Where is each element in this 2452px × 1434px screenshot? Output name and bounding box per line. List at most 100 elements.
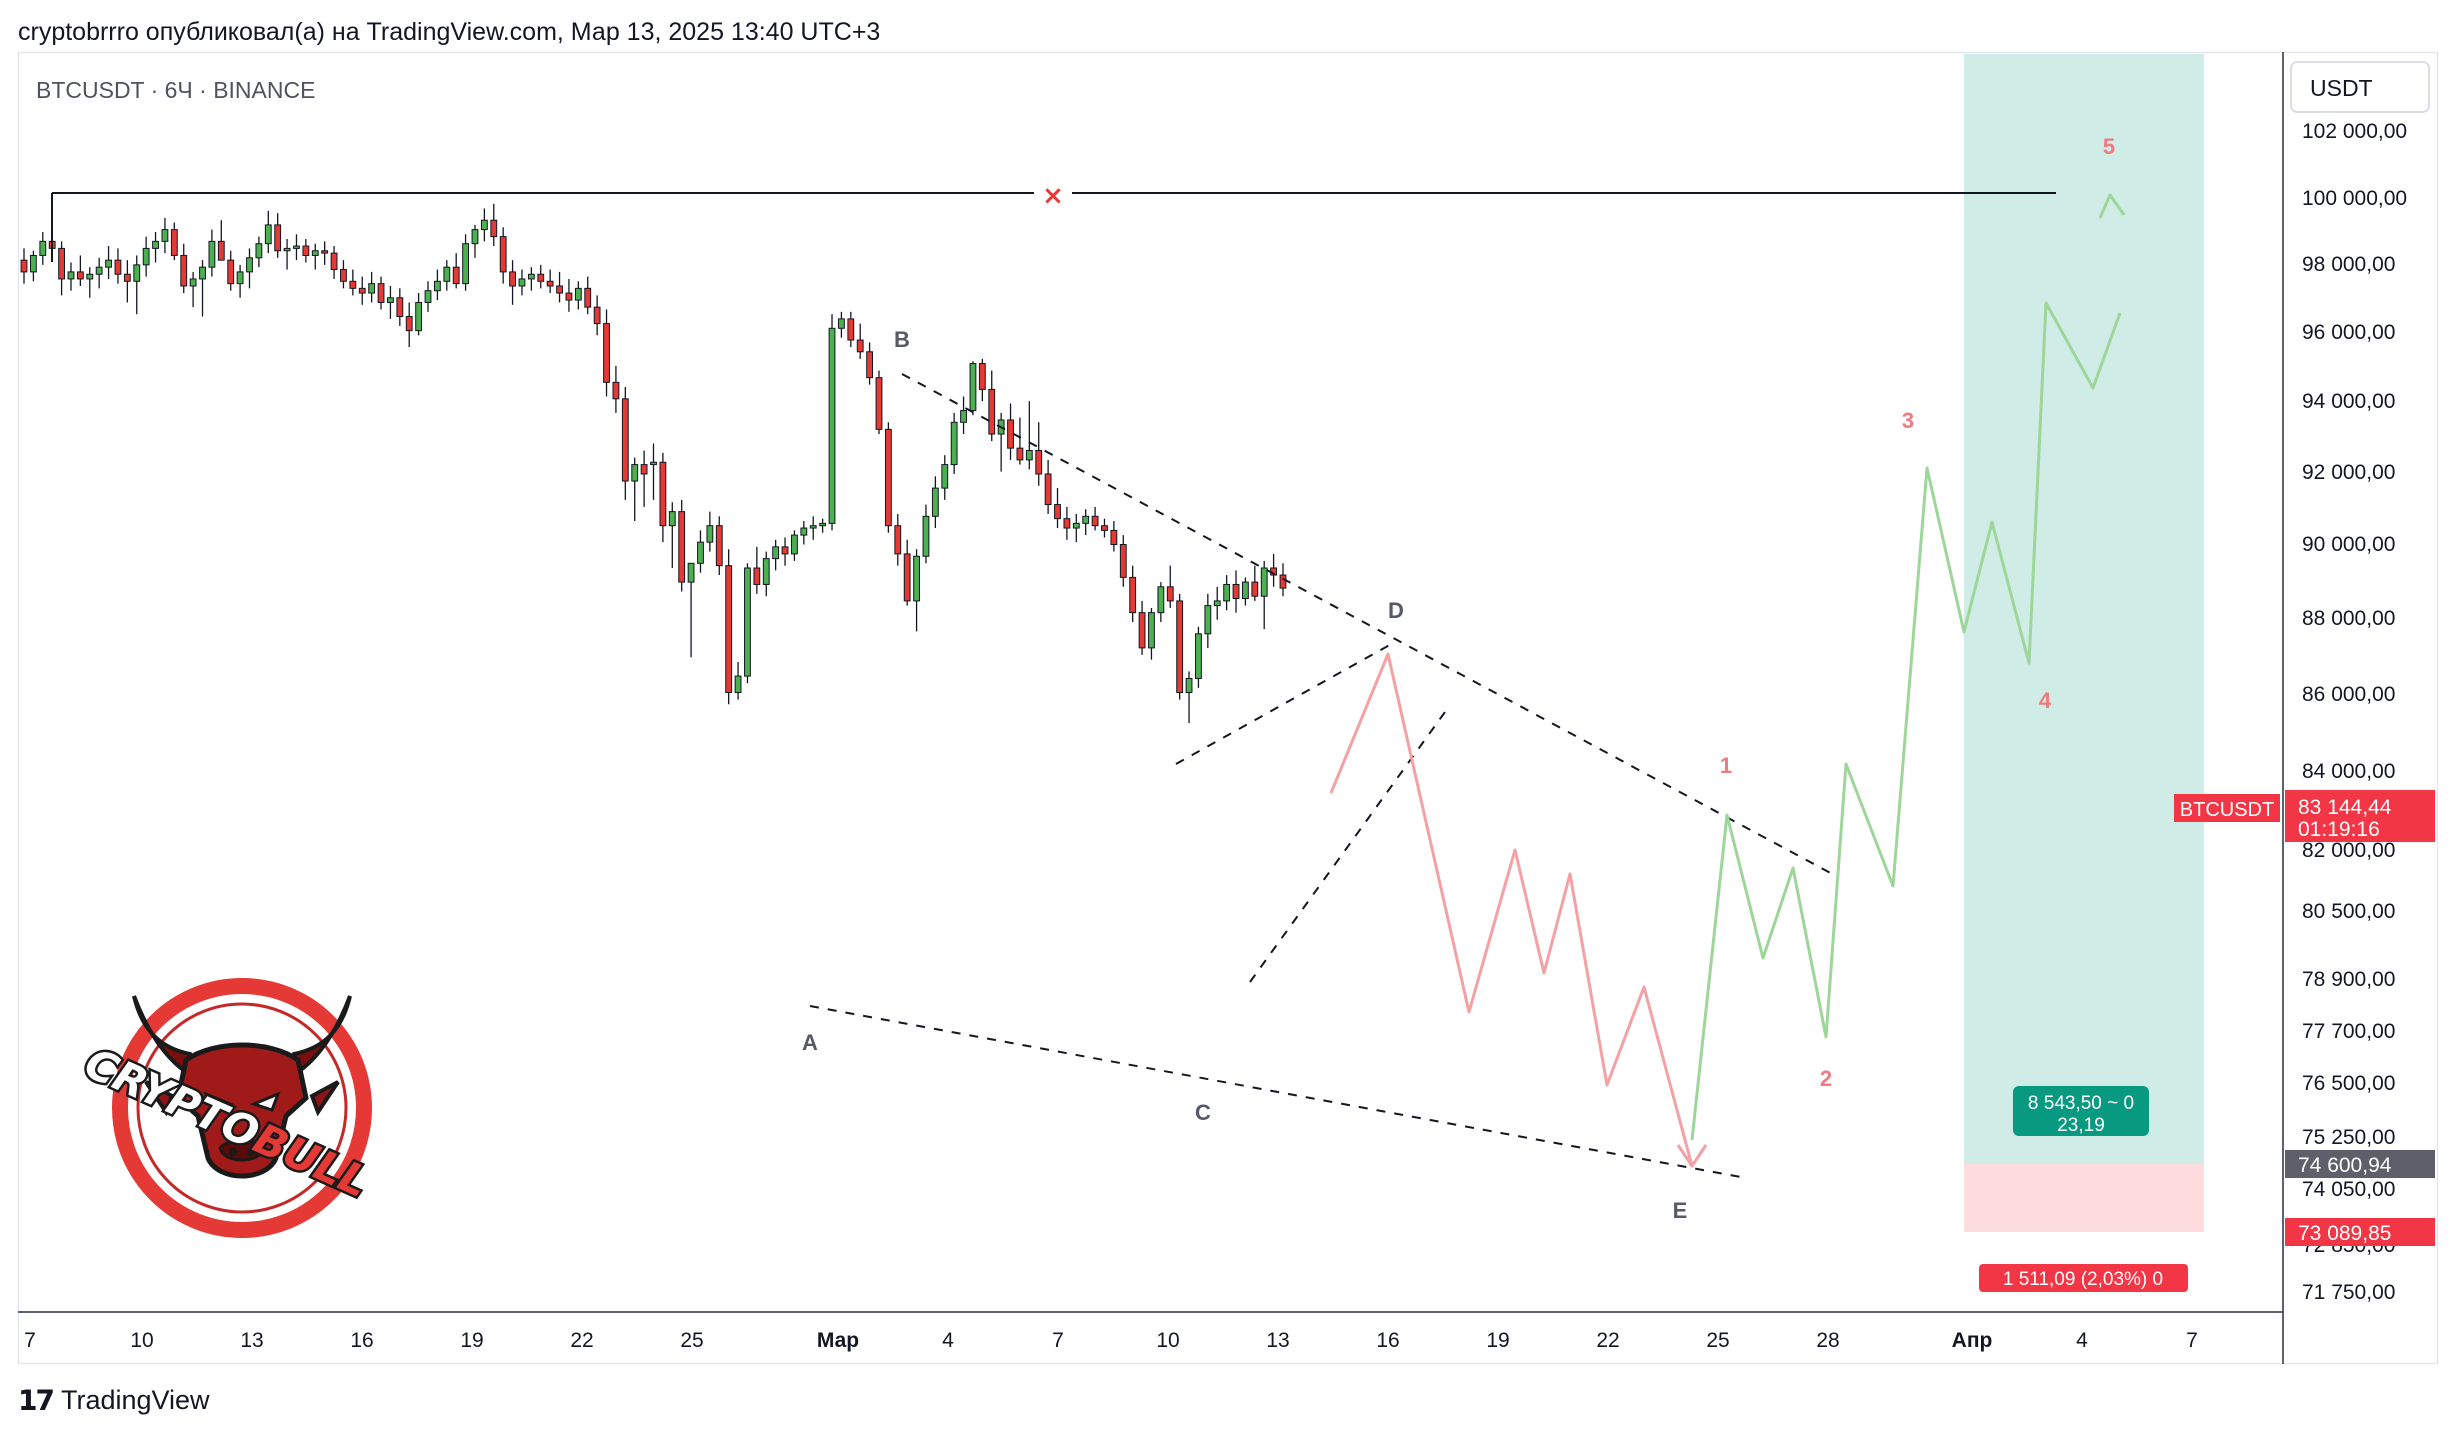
candle <box>1044 459 1052 514</box>
candle <box>1063 506 1071 540</box>
y-tick-label: 75 250,00 <box>2302 1126 2395 1149</box>
y-tick-label: 71 750,00 <box>2302 1281 2395 1304</box>
y-tick-label: 86 000,00 <box>2302 683 2395 706</box>
candle <box>405 302 413 348</box>
resistance-line[interactable]: × <box>51 181 2056 262</box>
stop-info-label[interactable]: 1 511,09 (2,03%) 0 <box>1979 1264 2188 1292</box>
chart-frame <box>18 52 2438 1364</box>
wave-label-4: 4 <box>2039 688 2052 713</box>
candle <box>274 213 282 258</box>
candle <box>960 396 967 435</box>
candle <box>340 260 347 289</box>
invalidation-x-icon: × <box>1042 181 1064 211</box>
x-tick-label: 25 <box>680 1329 703 1352</box>
candle <box>368 271 376 303</box>
candle <box>1185 671 1193 724</box>
candle <box>527 267 535 291</box>
candle <box>1223 575 1231 611</box>
x-tick-label: 10 <box>130 1329 153 1352</box>
candle <box>678 499 686 592</box>
candle <box>95 257 103 289</box>
x-tick-label: 10 <box>1156 1329 1179 1352</box>
footer-brand[interactable]: 𝟭𝟳 TradingView <box>18 1384 210 1417</box>
tradingview-logo-icon: 𝟭𝟳 <box>18 1385 55 1416</box>
candle <box>20 248 28 284</box>
wave-label-d: D <box>1388 598 1404 623</box>
candle <box>1157 582 1165 623</box>
candle <box>950 412 958 474</box>
candle <box>283 239 291 270</box>
candle <box>1242 577 1249 606</box>
last-price-value: 83 144,44 <box>2298 796 2392 819</box>
inner-upper-line <box>1175 641 1396 765</box>
candle <box>744 563 751 684</box>
candle <box>875 370 883 435</box>
candle <box>311 243 319 270</box>
candle <box>133 255 141 315</box>
triangle-lines[interactable] <box>809 373 1839 1179</box>
candle <box>161 217 169 254</box>
candle <box>1035 422 1043 486</box>
candle <box>170 222 178 261</box>
candle <box>29 250 37 282</box>
candle <box>856 323 864 359</box>
candle <box>687 562 695 658</box>
candle <box>1101 518 1108 538</box>
candle <box>396 288 404 326</box>
candle <box>1007 403 1014 460</box>
candle <box>640 450 648 507</box>
candle <box>866 342 874 385</box>
candle <box>762 551 770 597</box>
candle <box>659 452 667 543</box>
y-tick-label: 84 000,00 <box>2302 760 2395 783</box>
target-info-label[interactable]: 8 543,50 ~ 0 23,19 <box>2013 1086 2149 1136</box>
candle <box>913 549 920 632</box>
candle <box>499 227 507 284</box>
candle <box>593 295 601 336</box>
candle <box>1129 565 1137 623</box>
candle <box>969 361 977 416</box>
candle <box>358 276 366 305</box>
last-price-countdown: 01:19:16 <box>2298 818 2380 841</box>
wave-labels: A B C D E 1 2 3 4 5 <box>802 134 2115 1223</box>
candle <box>941 455 949 500</box>
wave-label-b: B <box>894 327 910 352</box>
candle <box>819 518 827 533</box>
y-tick-label: 80 500,00 <box>2302 900 2395 923</box>
currency-selector[interactable]: USDT <box>2290 61 2430 113</box>
y-tick-label: 94 000,00 <box>2302 390 2395 413</box>
candle <box>715 516 723 576</box>
candle <box>931 476 939 529</box>
candle <box>302 239 310 263</box>
entry-price-tag: 74 600,94 <box>2285 1150 2435 1178</box>
candle <box>621 387 629 500</box>
candle <box>321 241 329 265</box>
candles-group <box>20 196 1287 724</box>
candle <box>509 260 516 305</box>
candle <box>837 311 845 338</box>
candle <box>668 502 676 568</box>
candle <box>518 269 526 296</box>
x-tick-label: 4 <box>2076 1329 2088 1352</box>
candle <box>603 309 610 397</box>
stop-zone[interactable] <box>1964 1164 2204 1232</box>
candle <box>1054 488 1061 529</box>
candle <box>565 278 573 312</box>
candle <box>556 271 563 303</box>
x-tick-label: 13 <box>240 1329 263 1352</box>
candle <box>546 269 554 294</box>
candle <box>612 365 620 413</box>
candle <box>997 412 1005 472</box>
candle <box>903 539 911 606</box>
target-zone[interactable] <box>1964 54 2204 1164</box>
x-tick-label: 19 <box>460 1329 483 1352</box>
x-tick-label: 7 <box>24 1329 36 1352</box>
candle <box>142 236 150 277</box>
projection-up-path <box>1690 301 2122 1141</box>
candle <box>377 276 385 310</box>
candle <box>293 234 300 261</box>
projection-paths[interactable] <box>1329 193 2126 1168</box>
projection-down-path <box>1329 652 1694 1167</box>
y-tick-label: 82 000,00 <box>2302 839 2395 862</box>
